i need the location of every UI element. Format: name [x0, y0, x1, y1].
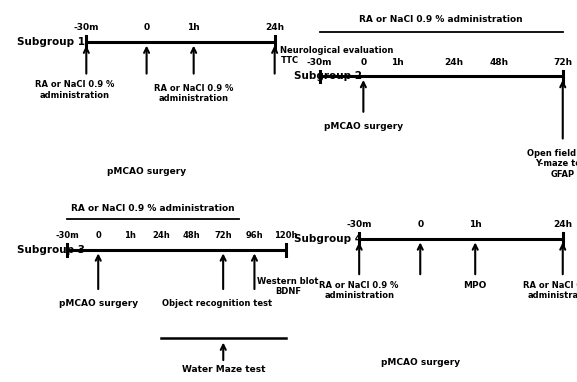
Text: Neurological evaluation
TTC: Neurological evaluation TTC — [280, 46, 394, 65]
Text: 24h: 24h — [553, 220, 572, 229]
Text: 24h: 24h — [265, 23, 284, 32]
Text: 1h: 1h — [123, 231, 136, 240]
Text: 120h: 120h — [274, 231, 298, 240]
Text: RA or NaCl 0.9 %
administration: RA or NaCl 0.9 % administration — [523, 281, 577, 300]
Text: -30m: -30m — [346, 220, 372, 229]
Text: 48h: 48h — [183, 231, 201, 240]
Text: MPO: MPO — [463, 281, 487, 290]
Text: 0: 0 — [417, 220, 424, 229]
Text: RA or NaCl 0.9 %
administration: RA or NaCl 0.9 % administration — [154, 84, 233, 104]
Text: Subgroup 4: Subgroup 4 — [294, 234, 362, 244]
Text: 0: 0 — [95, 231, 101, 240]
Text: 1h: 1h — [469, 220, 482, 229]
Text: -30m: -30m — [55, 231, 79, 240]
Text: pMCAO surgery: pMCAO surgery — [59, 299, 138, 309]
Text: Open field test
Y-maze test
GFAP: Open field test Y-maze test GFAP — [527, 149, 577, 179]
Text: RA or NaCl 0.9 %
administration: RA or NaCl 0.9 % administration — [35, 80, 114, 100]
Text: pMCAO surgery: pMCAO surgery — [107, 167, 186, 176]
Text: RA or NaCl 0.9 %
administration: RA or NaCl 0.9 % administration — [320, 281, 399, 300]
Text: 72h: 72h — [214, 231, 232, 240]
Text: pMCAO surgery: pMCAO surgery — [324, 122, 403, 131]
Text: RA or NaCl 0.9 % administration: RA or NaCl 0.9 % administration — [71, 204, 235, 213]
Text: -30m: -30m — [74, 23, 99, 32]
Text: Object recognition test: Object recognition test — [162, 299, 272, 309]
Text: 96h: 96h — [246, 231, 263, 240]
Text: 0: 0 — [144, 23, 149, 32]
Text: RA or NaCl 0.9 % administration: RA or NaCl 0.9 % administration — [359, 15, 523, 24]
Text: Western blot
BDNF: Western blot BDNF — [257, 277, 319, 296]
Text: -30m: -30m — [307, 58, 332, 67]
Text: 1h: 1h — [391, 58, 404, 67]
Text: 48h: 48h — [490, 58, 509, 67]
Text: 24h: 24h — [152, 231, 170, 240]
Text: 72h: 72h — [553, 58, 572, 67]
Text: Subgroup 2: Subgroup 2 — [294, 71, 362, 81]
Text: Subgroup 1: Subgroup 1 — [17, 37, 85, 47]
Text: Water Maze test: Water Maze test — [182, 365, 265, 374]
Text: 1h: 1h — [188, 23, 200, 32]
Text: 0: 0 — [360, 58, 366, 67]
Text: Subgroup 3: Subgroup 3 — [17, 245, 85, 255]
Text: pMCAO surgery: pMCAO surgery — [381, 358, 460, 367]
Text: 24h: 24h — [444, 58, 463, 67]
